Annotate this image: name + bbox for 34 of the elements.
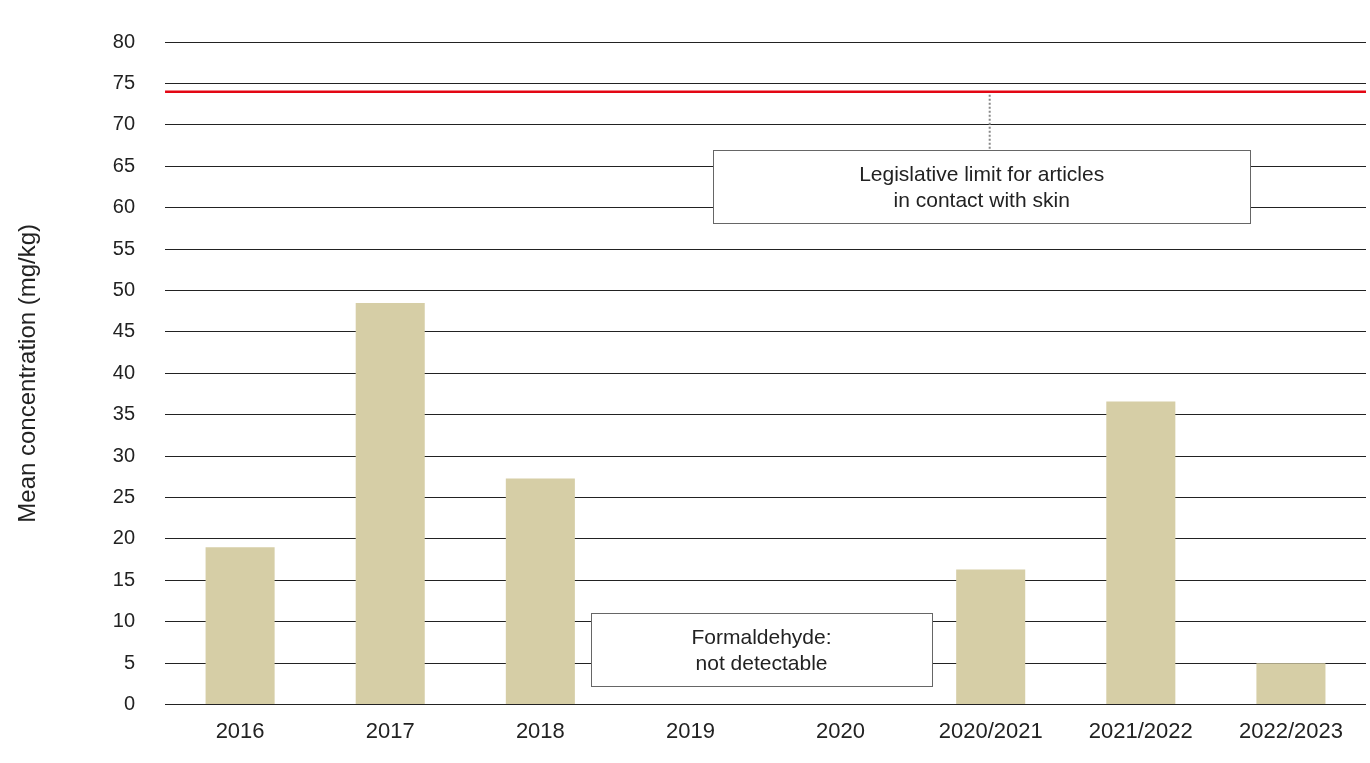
y-tick-label: 50 bbox=[112, 277, 136, 300]
y-tick-label: 35 bbox=[112, 402, 136, 425]
bar bbox=[505, 478, 575, 705]
x-tick-label: 2016 bbox=[215, 717, 265, 743]
y-tick-label: 30 bbox=[112, 443, 136, 466]
y-tick-label: 0 bbox=[123, 692, 136, 715]
x-tick-label: 2020 bbox=[816, 717, 866, 743]
y-tick-label: 70 bbox=[112, 112, 136, 135]
y-tick-label: 65 bbox=[112, 153, 136, 176]
y-tick-label: 40 bbox=[112, 360, 136, 383]
y-axis-title: Mean concentration (mg/kg) bbox=[13, 223, 41, 523]
bar bbox=[1256, 663, 1326, 705]
y-tick-label: 5 bbox=[123, 650, 136, 673]
y-tick-label: 60 bbox=[112, 195, 136, 218]
x-tick-label: 2021/2022 bbox=[1088, 717, 1193, 743]
y-tick-label: 55 bbox=[112, 236, 136, 259]
y-tick-label: 20 bbox=[112, 526, 136, 549]
bar bbox=[956, 569, 1026, 705]
x-tick-label: 2020/2021 bbox=[938, 717, 1043, 743]
y-tick-label: 25 bbox=[112, 485, 136, 508]
y-tick-label: 10 bbox=[112, 609, 136, 632]
y-tick-label: 80 bbox=[112, 29, 136, 52]
x-tick-label: 2019 bbox=[665, 717, 715, 743]
bar bbox=[1106, 401, 1176, 705]
x-tick-label: 2018 bbox=[515, 717, 565, 743]
callout-box: Legislative limit for articles in contact with skin bbox=[712, 149, 1251, 224]
y-tick-label: 15 bbox=[112, 567, 136, 590]
bar bbox=[355, 302, 425, 705]
callout-box: Formaldehyde: not detectable bbox=[590, 613, 933, 688]
y-tick-label: 75 bbox=[112, 70, 136, 93]
y-tick-label: 45 bbox=[112, 319, 136, 342]
bar bbox=[205, 547, 275, 705]
x-tick-label: 2022/2023 bbox=[1238, 717, 1343, 743]
x-tick-label: 2017 bbox=[365, 717, 415, 743]
